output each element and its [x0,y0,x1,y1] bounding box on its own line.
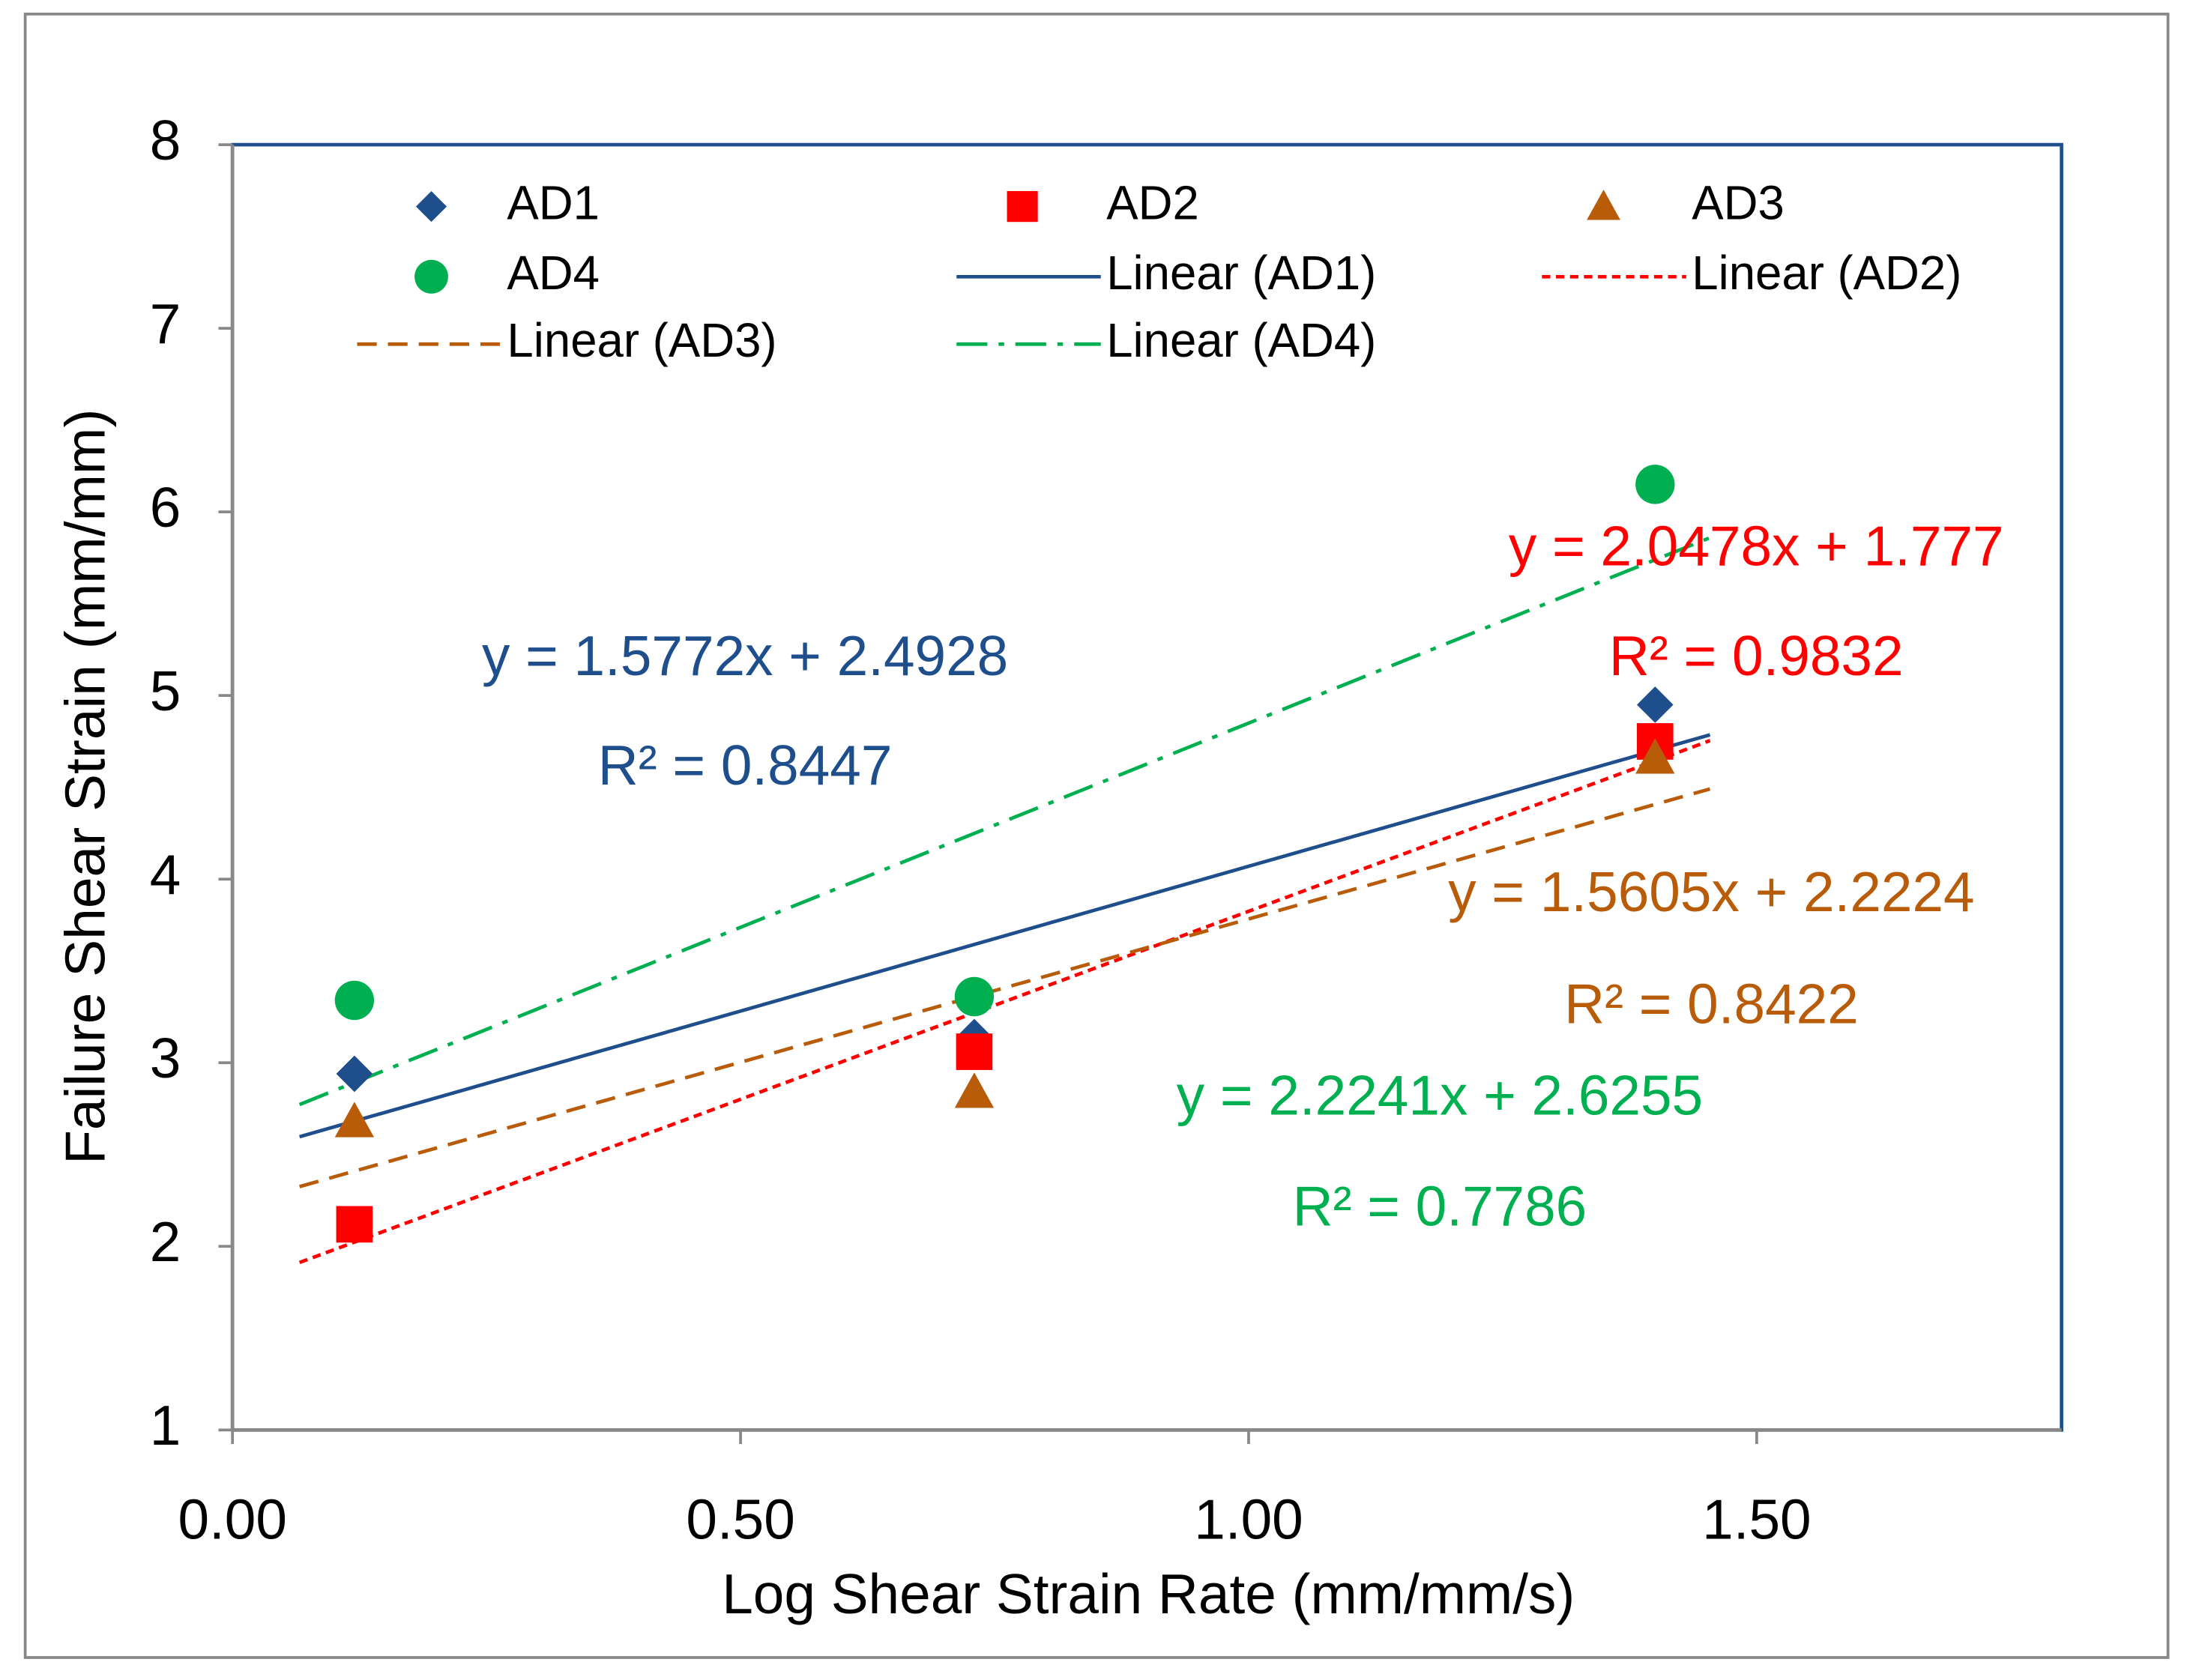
data-point [1635,738,1675,774]
y-tick-label: 6 [150,476,181,539]
y-tick-label: 7 [150,292,181,355]
trend-equation: y = 1.5772x + 2.4928 [482,624,1008,687]
trend-equation: y = 2.0478x + 1.777 [1509,515,2004,578]
x-tick-label: 1.50 [1702,1488,1811,1551]
data-point [954,976,995,1017]
legend-label: AD3 [1692,176,1785,229]
legend-marker [1007,190,1038,223]
legend-label: Linear (AD3) [507,314,776,367]
trend-r2: R² = 0.8422 [1564,973,1859,1036]
trend-line [298,536,1711,1107]
trend-line [298,739,1711,1265]
legend-label: Linear (AD2) [1692,247,1961,300]
data-point [956,1033,993,1070]
trend-r2: R² = 0.9832 [1609,624,1904,687]
plot-area [230,142,2063,1432]
data-point [336,1055,373,1093]
trend-line [299,787,1711,1188]
trend-equation: y = 1.5605x + 2.2224 [1448,860,1974,923]
legend-label: AD1 [507,176,600,229]
legend-marker [414,259,448,294]
trend-line [299,733,1711,1139]
trend-equation: y = 2.2241x + 2.6255 [1177,1064,1703,1127]
y-tick-label: 8 [150,109,181,172]
y-tick-label: 3 [150,1027,181,1090]
y-axis-title: Failure Shear Strain (mm/mm) [53,409,116,1164]
legend-marker [1587,190,1620,220]
x-tick-label: 0.00 [178,1488,286,1551]
y-tick-label: 5 [150,659,181,722]
legend-label: Linear (AD1) [1106,247,1376,300]
y-tick-label: 4 [150,843,181,906]
x-axis-title: Log Shear Strain Rate (mm/mm/s) [722,1562,1575,1625]
legend-label: AD4 [507,247,600,300]
y-tick-label: 2 [150,1210,181,1273]
data-point [1635,465,1675,504]
data-point [954,1072,995,1108]
x-tick-label: 0.50 [686,1488,794,1551]
legend-label: Linear (AD4) [1106,314,1376,367]
data-point [334,1102,375,1137]
trend-r2: R² = 0.7786 [1293,1175,1587,1238]
data-point [334,980,375,1021]
legend-label: AD2 [1106,176,1199,229]
x-tick-label: 1.00 [1194,1488,1303,1551]
trend-r2: R² = 0.8447 [598,734,893,797]
y-tick-label: 1 [150,1394,181,1457]
data-point [336,1206,373,1243]
